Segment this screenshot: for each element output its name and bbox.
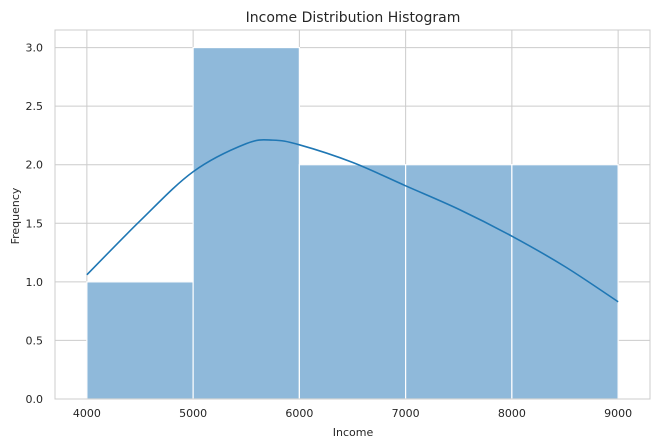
y-tick-labels: 0.0 0.5 1.0 1.5 2.0 2.5 3.0 [26, 42, 44, 406]
y-tick-label: 2.0 [26, 159, 44, 172]
y-tick-label: 1.0 [26, 276, 44, 289]
histogram-bar [405, 164, 513, 400]
y-tick-label: 3.0 [26, 42, 44, 55]
x-tick-label: 5000 [179, 407, 207, 420]
histogram-bar [192, 46, 300, 400]
x-axis-label: Income [333, 426, 374, 439]
chart-title: Income Distribution Histogram [246, 10, 461, 26]
y-tick-label: 1.5 [26, 217, 44, 230]
kde-curve [86, 138, 619, 303]
histogram-bars [86, 46, 619, 400]
x-tick-label: 9000 [604, 407, 632, 420]
x-tick-label: 8000 [498, 407, 526, 420]
histogram-bar [298, 164, 407, 400]
y-tick-label: 0.5 [26, 334, 44, 347]
y-tick-label: 2.5 [26, 100, 44, 113]
x-tick-label: 7000 [392, 407, 420, 420]
plot-frame [54, 29, 651, 400]
x-tick-label: 6000 [285, 407, 313, 420]
x-tick-label: 4000 [73, 407, 101, 420]
histogram-bar [86, 281, 194, 400]
y-tick-label: 0.0 [26, 393, 44, 406]
y-axis-label: Frequency [9, 187, 22, 244]
x-tick-labels: 4000 5000 6000 7000 8000 9000 [73, 407, 632, 420]
histogram-bar [511, 164, 619, 400]
